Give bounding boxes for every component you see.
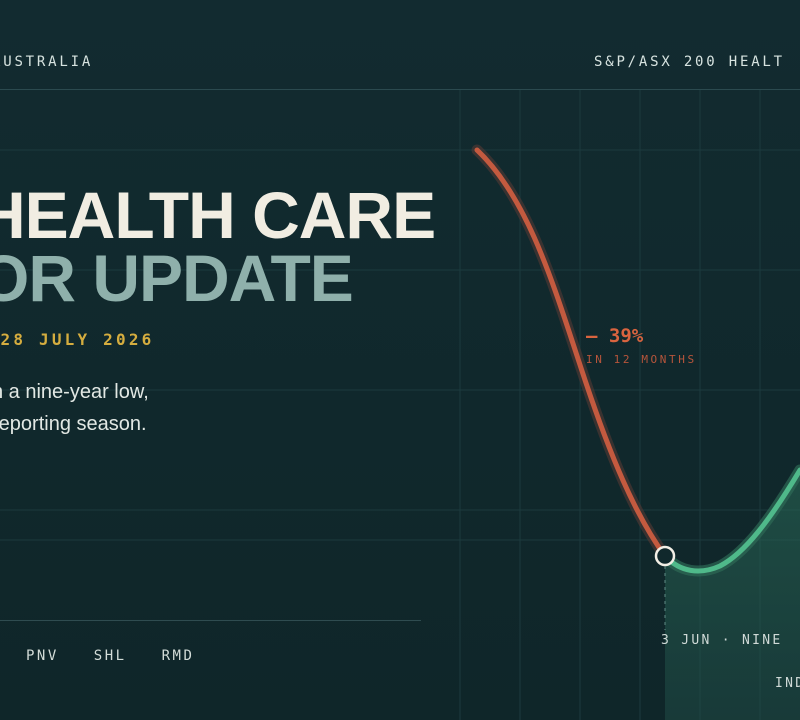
change-value-annotation: – 39% [586,325,644,347]
region-label: AUSTRALIA [0,54,94,70]
description-line-1: n a nine-year low, [0,381,149,403]
low-point-label: 3 JUN · NINE [661,633,783,648]
description-line-2: reporting season. [0,413,147,435]
top-bar: AUSTRALIA S&P/ASX 200 HEALT [0,0,800,90]
headline-line-1: HEALTH CARE [0,178,436,252]
low-point-marker[interactable] [654,545,676,567]
publication-date: — 28 JULY 2026 [0,330,155,349]
ticker-pnv[interactable]: PNV [26,648,59,664]
index-name-label: S&P/ASX 200 HEALT [594,54,785,70]
decline-line [474,147,668,559]
recovery-area-fill [665,470,800,720]
headline-line-2: OR UPDATE [0,241,354,315]
ticker-rmd[interactable]: RMD [161,648,195,664]
recovery-line [662,467,800,574]
ticker-shl[interactable]: SHL [93,648,127,664]
date-text: 28 JULY 2026 [0,330,155,349]
change-period-annotation: IN 12 MONTHS [586,353,697,366]
bottom-divider [0,620,421,621]
ticker-list: PNV SHL RMD [26,648,194,664]
index-label: IND [775,676,800,691]
